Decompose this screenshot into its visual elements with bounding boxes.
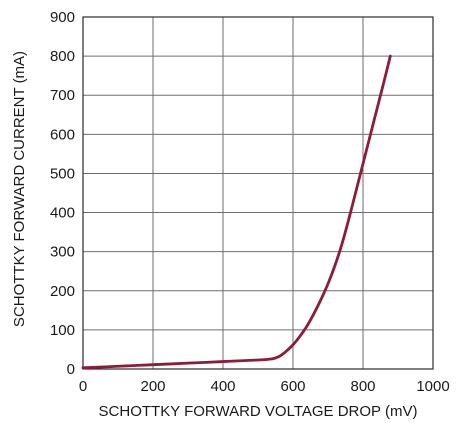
x-axis-label: SCHOTTKY FORWARD VOLTAGE DROP (mV) xyxy=(99,403,418,420)
y-tick-label: 100 xyxy=(50,322,75,339)
x-tick-label: 200 xyxy=(140,378,165,395)
series-line xyxy=(81,54,392,370)
x-tick-label: 800 xyxy=(350,378,375,395)
y-tick-label: 0 xyxy=(67,361,75,378)
y-tick-label: 300 xyxy=(50,244,75,261)
x-tick-label: 1000 xyxy=(416,378,449,395)
x-tick-label: 600 xyxy=(280,378,305,395)
x-tick-label: 0 xyxy=(79,378,87,395)
y-axis-label: SCHOTTKY FORWARD CURRENT (mA) xyxy=(11,51,28,327)
series-layer xyxy=(81,54,392,370)
y-tick-label: 500 xyxy=(50,165,75,182)
y-tick-label: 200 xyxy=(50,283,75,300)
x-tick-label: 400 xyxy=(210,378,235,395)
y-tick-label: 800 xyxy=(50,48,75,65)
y-tick-label: 400 xyxy=(50,205,75,222)
y-tick-label: 600 xyxy=(50,126,75,143)
x-tick-labels: 0 200 400 600 800 1000 xyxy=(79,378,450,395)
grid xyxy=(83,17,433,369)
y-tick-label: 700 xyxy=(50,87,75,104)
plot-frame xyxy=(82,16,434,370)
y-tick-labels: 0 100 200 300 400 500 600 700 800 900 xyxy=(50,9,75,378)
y-tick-label: 900 xyxy=(50,9,75,26)
